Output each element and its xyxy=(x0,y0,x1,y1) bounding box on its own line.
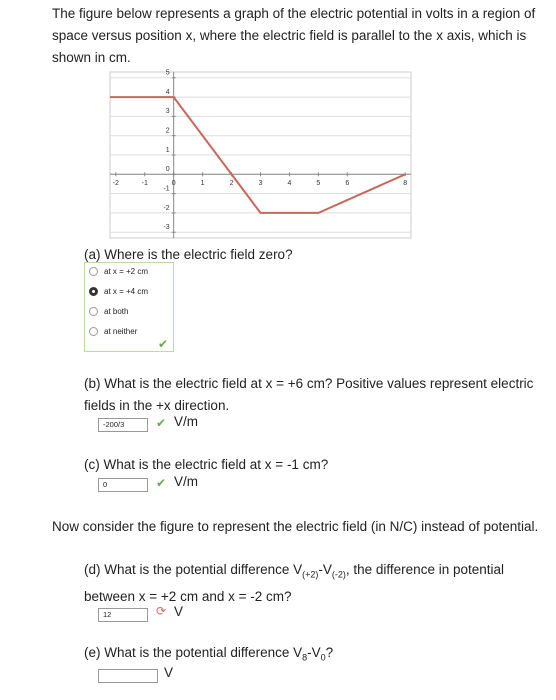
correct-icon: ✔ xyxy=(157,337,168,351)
option-label: at x = +4 cm xyxy=(104,287,149,296)
option-label: at x = +2 cm xyxy=(104,267,149,276)
answer-input[interactable] xyxy=(98,669,158,683)
unit: V xyxy=(174,604,184,619)
answer-input[interactable]: -200/3 xyxy=(98,418,148,432)
option[interactable]: at x = +4 cm xyxy=(89,287,148,296)
subscript: 0 xyxy=(320,652,326,663)
correct-icon: ✔ xyxy=(156,416,167,430)
radio[interactable] xyxy=(89,267,98,276)
transition-text: Now consider the figure to represent the… xyxy=(52,519,539,534)
answer-input[interactable]: 0 xyxy=(98,478,148,492)
question-text: -V xyxy=(318,562,332,577)
question-text: , the difference in potential between x … xyxy=(84,562,505,604)
radio[interactable] xyxy=(89,287,98,296)
x-tick-label: 1 xyxy=(201,180,205,187)
unit: V xyxy=(164,665,174,680)
question-e: (e) What is the potential difference V8-… xyxy=(84,642,333,669)
x-tick-label: 2 xyxy=(230,180,234,187)
x-tick-label: -1 xyxy=(142,180,148,187)
question-text: ? xyxy=(325,645,334,660)
x-tick-label: 5 xyxy=(316,180,320,187)
unit: V/m xyxy=(174,474,199,489)
unit: V/m xyxy=(174,414,199,429)
question-text: -V xyxy=(307,645,321,660)
retry-icon: ⟳ xyxy=(156,604,167,618)
data-line xyxy=(110,96,406,214)
y-tick-label: 3 xyxy=(166,108,170,115)
question-text: (e) What is the potential difference V xyxy=(84,645,303,660)
subscript: 8 xyxy=(302,652,308,663)
question-b: (b) What is the electric field at x = +6… xyxy=(84,376,534,413)
question-text: (d) What is the potential difference V xyxy=(84,562,303,577)
question-d: (d) What is the potential difference V(+… xyxy=(84,559,524,608)
x-tick-label: 3 xyxy=(259,180,263,187)
y-tick-label: 4 xyxy=(166,89,170,96)
y-tick-label: -1 xyxy=(163,185,169,192)
option-label: at neither xyxy=(104,327,138,336)
option[interactable]: at both xyxy=(89,307,128,316)
radio[interactable] xyxy=(89,307,98,316)
question-c: (c) What is the electric field at x = -1… xyxy=(84,457,329,472)
intro: The figure below represents a graph of t… xyxy=(52,6,536,65)
y-tick-label: 5 xyxy=(166,70,170,77)
question-a: (a) Where is the electric field zero? xyxy=(84,247,293,262)
x-tick-label: 0 xyxy=(172,180,176,187)
radio[interactable] xyxy=(89,327,98,336)
option-label: at both xyxy=(104,307,129,316)
correct-icon: ✔ xyxy=(156,476,167,490)
y-tick-label: 0 xyxy=(166,166,170,173)
subscript: (-2) xyxy=(331,569,346,580)
subscript: (+2) xyxy=(302,569,319,580)
x-tick-label: 4 xyxy=(287,180,291,187)
x-tick-label: 8 xyxy=(403,180,407,187)
x-tick-label: 6 xyxy=(345,180,349,187)
y-tick-label: 1 xyxy=(166,147,170,154)
y-tick-label: 2 xyxy=(166,128,170,135)
options-box: ✔ at x = +2 cm at x = +4 cm at both at neit… xyxy=(84,262,174,352)
y-tick-label: -2 xyxy=(163,205,169,212)
option[interactable]: at x = +2 cm xyxy=(89,267,148,276)
option[interactable]: at neither xyxy=(89,327,137,336)
answer-input[interactable]: 12 xyxy=(98,608,148,622)
x-tick-label: -2 xyxy=(113,180,119,187)
y-tick-label: -3 xyxy=(163,224,169,231)
